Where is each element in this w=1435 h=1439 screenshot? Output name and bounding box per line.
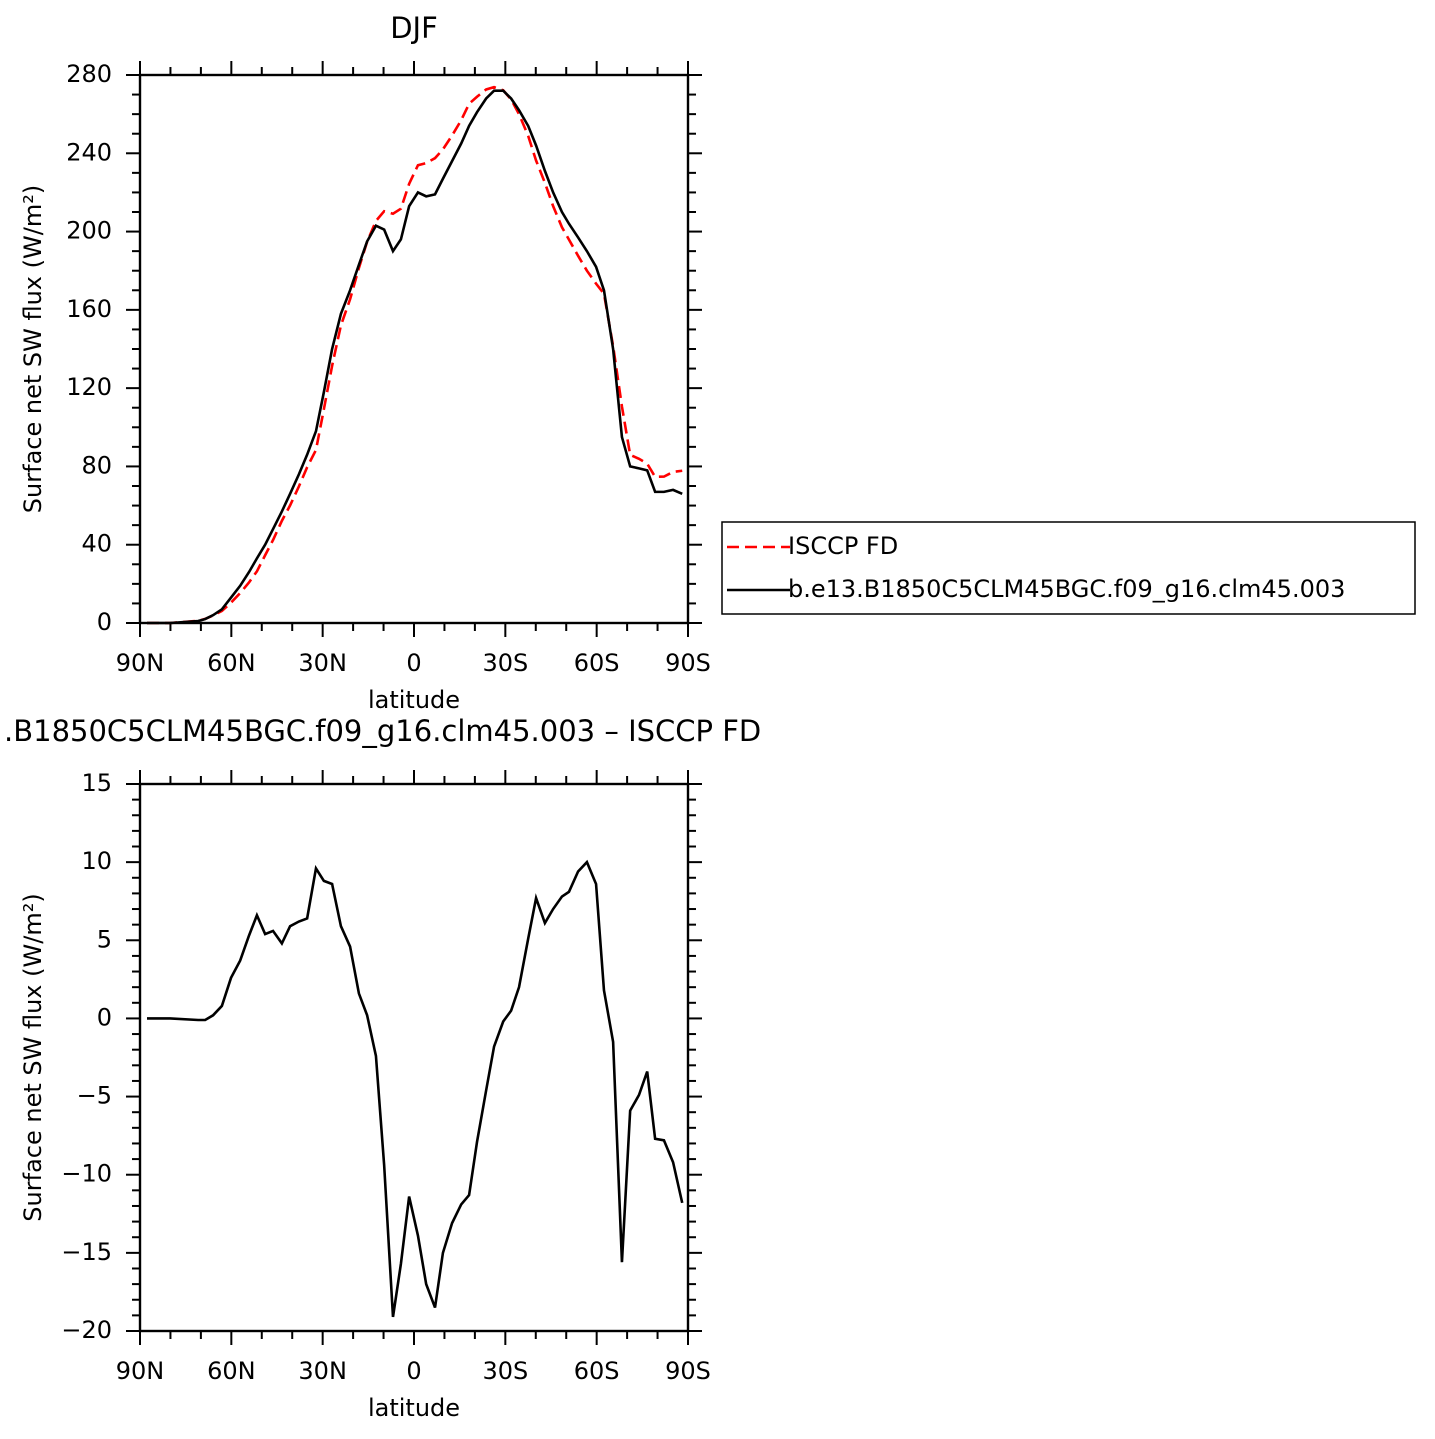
x-tick-label: 30N	[298, 649, 347, 677]
x-tick-label: 90S	[665, 1357, 711, 1385]
legend-box	[721, 521, 1416, 615]
y-tick-label: 120	[66, 373, 112, 401]
y-tick-label: −15	[61, 1238, 112, 1266]
data-line	[147, 89, 683, 625]
y-tick-label: 10	[81, 847, 112, 875]
y-tick-label: 200	[66, 217, 112, 245]
y-tick-label: 0	[97, 608, 112, 636]
x-tick-label: 60S	[574, 1357, 620, 1385]
y-tick-label: 15	[81, 769, 112, 797]
y-tick-label: 5	[97, 925, 112, 953]
legend-label: ISCCP FD	[788, 532, 898, 560]
chart-title: DJF	[390, 11, 438, 45]
x-tick-label: 60S	[574, 649, 620, 677]
y-tick-label: −10	[61, 1160, 112, 1188]
plot-frame	[138, 782, 690, 1333]
x-axis-label: latitude	[368, 686, 460, 714]
x-tick-label: 30S	[482, 649, 528, 677]
y-axis-label: Surface net SW flux (W/m²)	[19, 893, 47, 1221]
y-tick-label: 0	[97, 1003, 112, 1031]
y-tick-label: 280	[66, 60, 112, 88]
x-tick-label: 0	[406, 1357, 421, 1385]
y-tick-label: 80	[81, 451, 112, 479]
legend-label: b.e13.B1850C5CLM45BGC.f09_g16.clm45.003	[788, 575, 1345, 603]
y-tick-label: 240	[66, 138, 112, 166]
x-tick-label: 60N	[207, 649, 256, 677]
x-tick-label: 0	[406, 649, 421, 677]
x-tick-label: 30S	[482, 1357, 528, 1385]
y-tick-label: 40	[81, 530, 112, 558]
x-tick-label: 90N	[116, 1357, 165, 1385]
x-tick-label: 60N	[207, 1357, 256, 1385]
plot-frame	[138, 73, 690, 625]
x-tick-label: 90S	[665, 649, 711, 677]
y-tick-label: 160	[66, 295, 112, 323]
data-line	[147, 85, 683, 625]
x-tick-label: 90N	[116, 649, 165, 677]
x-tick-label: 30N	[298, 1357, 347, 1385]
x-axis-label: latitude	[368, 1394, 460, 1422]
y-tick-label: −5	[77, 1082, 112, 1110]
chart-title: .B1850C5CLM45BGC.f09_g16.clm45.003 – ISC…	[4, 714, 761, 748]
data-line	[147, 859, 684, 1318]
y-tick-label: −20	[61, 1316, 112, 1344]
y-axis-label: Surface net SW flux (W/m²)	[19, 185, 47, 513]
